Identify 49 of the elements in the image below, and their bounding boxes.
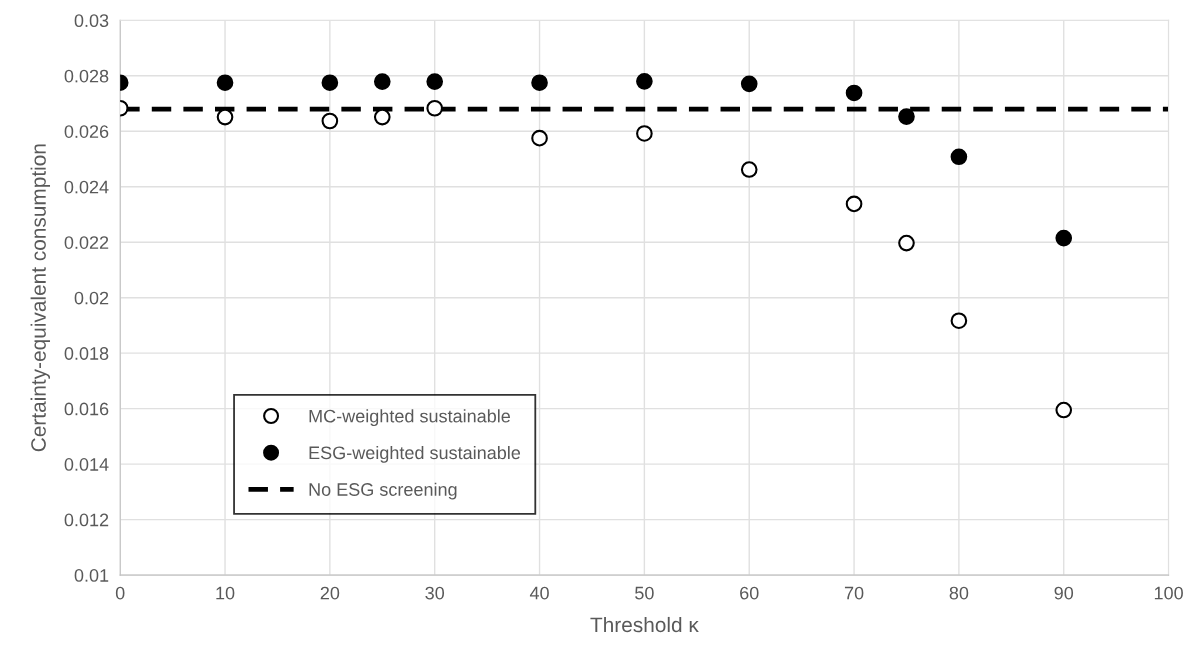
point — [950, 312, 968, 330]
point — [1055, 229, 1073, 247]
x-tick-label: 20 — [320, 586, 340, 600]
x-tick-label: 80 — [949, 586, 969, 600]
point — [845, 195, 863, 213]
y-tick-label: 0.024 — [64, 180, 109, 194]
y-tick-label: 0.018 — [64, 347, 109, 360]
point — [531, 74, 548, 92]
x-tick-label: 90 — [1054, 586, 1074, 600]
point — [898, 108, 915, 125]
y-tick-label: 0.026 — [64, 125, 109, 138]
x-tick-label: 100 — [1154, 586, 1183, 600]
y-tick-label: 0.012 — [64, 513, 109, 527]
y-tick-label: 0.028 — [64, 69, 109, 83]
point — [321, 74, 339, 92]
point — [740, 161, 758, 178]
x-tick-label: 30 — [425, 586, 445, 600]
y-tick-label: 0.022 — [64, 236, 109, 249]
y-tick-label: 0.03 — [74, 14, 109, 28]
x-tick-label: 0 — [115, 586, 125, 600]
point — [898, 234, 915, 252]
y-axis-title: Certainty-equivalent consumption — [30, 144, 51, 452]
legend-label: No ESG screening — [309, 482, 457, 500]
point — [950, 148, 968, 166]
point — [740, 75, 758, 93]
x-tick-label: 10 — [216, 586, 235, 600]
point — [636, 73, 653, 90]
point — [216, 108, 234, 126]
legend-label: MC-weighted sustainable — [309, 409, 511, 427]
x-tick-label: 50 — [635, 586, 654, 600]
x-tick-label: 70 — [844, 586, 864, 600]
y-tick-label: 0.016 — [64, 402, 109, 416]
point — [845, 84, 863, 102]
point — [1055, 401, 1073, 419]
y-tick-label: 0.014 — [64, 458, 109, 471]
x-tick-label: 40 — [529, 586, 549, 600]
x-axis-title: Threshold κ — [590, 616, 699, 633]
x-tick-label: 60 — [740, 586, 759, 600]
point — [531, 129, 548, 147]
point — [373, 108, 391, 126]
legend-label: ESG-weighted sustainable — [309, 445, 521, 463]
point — [216, 74, 234, 92]
point — [426, 99, 444, 117]
point — [636, 125, 653, 142]
point — [426, 73, 444, 90]
y-tick-label: 0.02 — [74, 291, 109, 305]
y-tick-label: 0.01 — [74, 569, 109, 582]
point — [321, 112, 339, 130]
point — [373, 73, 391, 90]
